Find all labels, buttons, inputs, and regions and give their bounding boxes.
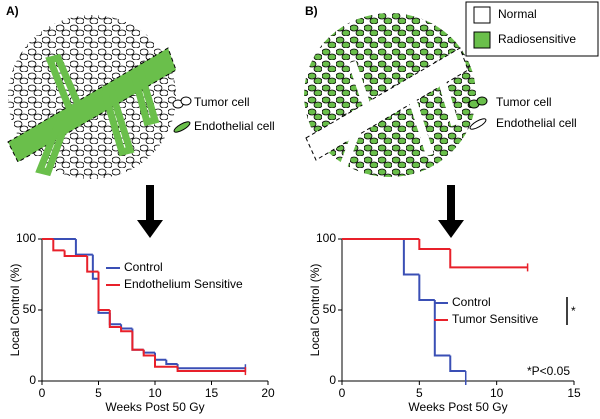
step-segment	[154, 352, 167, 361]
key-swatch	[473, 31, 491, 49]
illustration-label: Endothelial cell	[194, 119, 275, 133]
legend-label: Control	[452, 295, 491, 309]
step-segment	[433, 300, 451, 357]
illustration-b	[304, 13, 476, 177]
step-segment	[449, 355, 466, 373]
illustration-label: Tumor cell	[496, 95, 552, 109]
x-axis-label: Weeks Post 50 Gy	[105, 400, 204, 414]
step-segment	[176, 366, 246, 373]
legend-label: Endothelium Sensitive	[124, 277, 243, 291]
y-tick-label: 50	[323, 302, 337, 316]
x-tick-label: 0	[339, 386, 346, 400]
y-tick-label: 50	[23, 302, 37, 316]
step-segment	[131, 331, 144, 351]
panel-label: A)	[6, 4, 19, 18]
y-axis-label: Local Control (%)	[308, 264, 322, 357]
illustration-label: Tumor cell	[194, 95, 250, 109]
key-swatch	[473, 6, 491, 24]
x-axis-label: Weeks Post 50 Gy	[408, 400, 507, 414]
step-segment	[449, 248, 528, 269]
step-segment	[120, 327, 133, 333]
annotation: *	[571, 304, 576, 318]
step-segment	[418, 274, 435, 302]
legend-label: Tumor Sensitive	[452, 312, 539, 326]
step-segment	[97, 278, 110, 314]
step-segment	[176, 363, 246, 370]
step-segment	[52, 239, 65, 252]
x-tick-label: 15	[205, 386, 219, 400]
step-segment	[108, 312, 122, 326]
step-segment	[402, 239, 420, 276]
step-segment	[142, 349, 155, 357]
annotation: *P<0.05	[527, 364, 570, 378]
step-segment	[86, 256, 99, 273]
step-segment	[97, 271, 110, 311]
step-segment	[108, 310, 122, 329]
x-tick-label: 5	[416, 386, 423, 400]
x-tick-label: 15	[567, 386, 581, 400]
step-segment	[142, 349, 155, 354]
step-segment	[120, 324, 133, 330]
y-tick-label: 100	[316, 231, 336, 245]
step-segment	[91, 254, 99, 280]
illustration-label: Endothelial cell	[496, 116, 577, 130]
y-axis-label: Local Control (%)	[8, 264, 22, 357]
x-tick-label: 10	[148, 386, 162, 400]
step-segment	[154, 355, 178, 368]
panel-label: B)	[305, 4, 318, 18]
y-tick-label: 0	[329, 373, 336, 387]
legend-label: Control	[124, 260, 163, 274]
x-tick-label: 0	[39, 386, 46, 400]
cell-icons	[172, 96, 488, 133]
step-segment	[131, 328, 144, 351]
step-segment	[165, 359, 178, 365]
x-tick-label: 5	[95, 386, 102, 400]
x-tick-label: 10	[490, 386, 504, 400]
key-label: Normal	[498, 7, 537, 21]
key-label: Radiosensitive	[498, 32, 576, 46]
step-segment	[418, 239, 451, 250]
step-segment	[63, 250, 88, 258]
illustration-a	[7, 15, 177, 179]
step-segment	[74, 239, 93, 256]
y-tick-label: 0	[29, 373, 36, 387]
arrows	[137, 185, 464, 238]
x-tick-label: 20	[261, 386, 275, 400]
y-tick-label: 100	[16, 231, 36, 245]
